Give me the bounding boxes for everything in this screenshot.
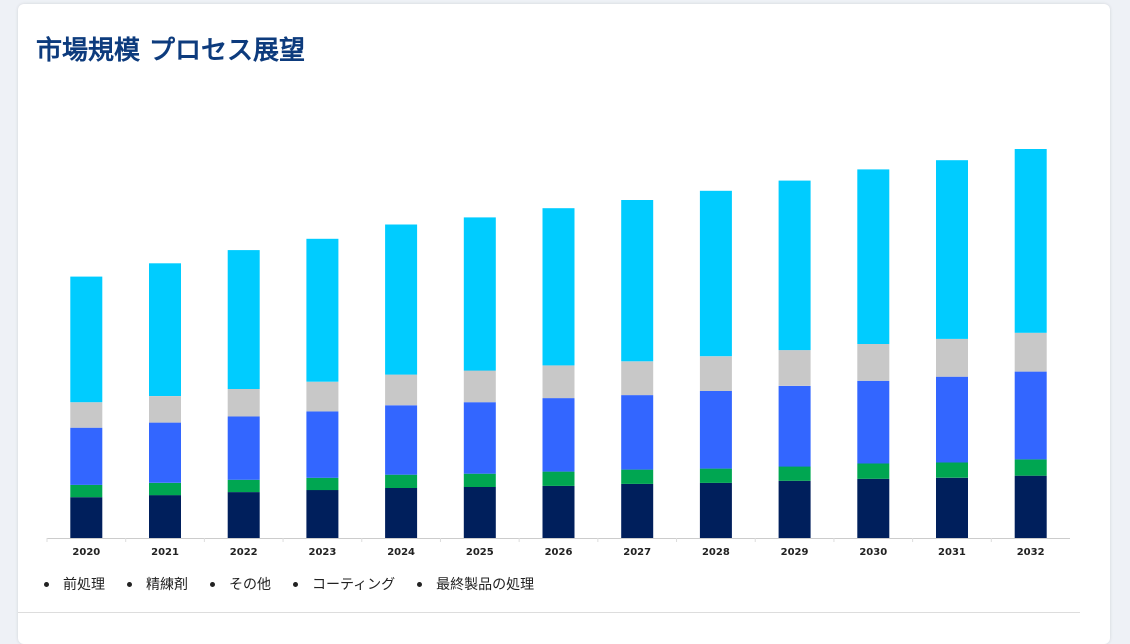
x-tick-label: 2025 — [466, 547, 494, 558]
x-tick-label: 2024 — [387, 547, 415, 558]
x-tick-label: 2023 — [309, 547, 337, 558]
legend-item-scouring-agent: 精練剤 — [127, 574, 188, 594]
bar-segment-2021-0 — [149, 495, 181, 538]
bar-segment-2026-3 — [542, 365, 575, 399]
bar-segment-2026-0 — [542, 485, 575, 538]
legend-label: その他 — [229, 577, 271, 593]
bar-segment-2022-1 — [227, 479, 260, 493]
bar-segment-2027-0 — [621, 483, 654, 538]
bullet-icon — [210, 581, 215, 587]
bar-segment-2030-1 — [857, 463, 890, 479]
bottom-divider — [18, 612, 1080, 613]
bar-segment-2029-3 — [778, 350, 811, 386]
legend-label: 前処理 — [63, 577, 105, 593]
bar-segment-2028-0 — [699, 482, 732, 538]
bar-segment-2029-0 — [778, 480, 811, 538]
bar-segment-2021-2 — [149, 422, 181, 483]
legend-item-pretreatment: 前処理 — [44, 574, 105, 594]
legend-item-coating: コーティング — [293, 574, 395, 594]
bar-segment-2023-4 — [306, 238, 339, 382]
legend-label: コーティング — [312, 577, 396, 593]
bar-segment-2028-2 — [699, 391, 732, 469]
bar-segment-2024-0 — [385, 488, 418, 538]
bar-segment-2026-2 — [542, 398, 575, 472]
bar-segment-2032-3 — [1014, 332, 1047, 372]
bar-segment-2027-2 — [621, 395, 654, 470]
x-tick-label: 2030 — [859, 547, 887, 558]
x-tick-label: 2028 — [702, 547, 730, 558]
bar-segment-2027-1 — [621, 469, 654, 484]
bar-segment-2025-2 — [463, 402, 496, 474]
bar-segment-2028-4 — [699, 190, 732, 357]
bar-segment-2024-2 — [385, 405, 418, 475]
bar-segment-2023-2 — [306, 411, 339, 478]
bar-segment-2023-0 — [306, 490, 339, 538]
x-tick-label: 2020 — [72, 547, 100, 558]
bar-segment-2031-4 — [936, 160, 968, 339]
bar-segment-2029-2 — [778, 385, 811, 467]
legend-item-finishing: 最終製品の処理 — [417, 574, 534, 594]
legend-item-other: その他 — [210, 574, 271, 594]
bullet-icon — [293, 581, 298, 587]
bar-segment-2020-0 — [70, 497, 103, 538]
bar-segment-2020-4 — [70, 276, 103, 403]
x-tick-label: 2032 — [1017, 547, 1045, 558]
x-tick-label: 2022 — [230, 547, 258, 558]
bar-segment-2021-4 — [149, 263, 181, 396]
x-tick-label: 2021 — [151, 547, 179, 558]
bar-segment-2032-2 — [1014, 371, 1047, 460]
bar-segment-2028-1 — [699, 468, 732, 483]
bar-segment-2022-4 — [227, 250, 260, 389]
bar-segment-2027-4 — [621, 200, 654, 362]
bar-segment-2021-1 — [149, 482, 181, 496]
x-tick-label: 2029 — [781, 547, 809, 558]
bar-segment-2025-1 — [463, 473, 496, 487]
bar-segment-2027-3 — [621, 361, 654, 396]
bar-segment-2026-1 — [542, 471, 575, 486]
bar-segment-2032-4 — [1014, 149, 1047, 333]
bar-segment-2024-4 — [385, 224, 418, 375]
bar-segment-2024-3 — [385, 374, 418, 406]
chart-legend: 前処理 精練剤 その他 コーティング 最終製品の処理 — [44, 574, 556, 594]
bar-segment-2031-1 — [936, 462, 968, 478]
bar-segment-2025-0 — [463, 486, 496, 538]
bar-segment-2020-3 — [70, 402, 103, 428]
bar-segment-2020-1 — [70, 484, 103, 498]
bar-segment-2024-1 — [385, 474, 418, 488]
bar-segment-2025-3 — [463, 370, 496, 403]
bar-segment-2025-4 — [463, 217, 496, 371]
bar-segment-2031-3 — [936, 338, 968, 377]
bullet-icon — [44, 581, 49, 587]
bar-segment-2032-0 — [1014, 475, 1047, 538]
bar-segment-2030-3 — [857, 344, 890, 381]
bar-segment-2029-1 — [778, 466, 811, 481]
bar-segment-2031-2 — [936, 376, 968, 463]
page-title: 市場規模 プロセス展望 — [36, 36, 306, 66]
bar-segment-2022-3 — [227, 388, 260, 417]
bar-segment-2031-0 — [936, 477, 968, 538]
legend-label: 最終製品の処理 — [436, 577, 535, 593]
bullet-icon — [127, 581, 132, 587]
bar-segment-2030-2 — [857, 380, 890, 464]
x-tick-label: 2031 — [938, 547, 966, 558]
bar-segment-2022-2 — [227, 416, 260, 480]
bar-segment-2029-4 — [778, 180, 811, 351]
stacked-bar-chart: 2020 2021 2022 2023 2024 2025 2026 2027 2028 2029… — [46, 149, 1070, 558]
bar-segment-2020-2 — [70, 427, 103, 485]
x-tick-label: 2027 — [623, 547, 651, 558]
bar-segment-2021-3 — [149, 396, 181, 423]
bar-segment-2026-4 — [542, 208, 575, 366]
bar-segment-2028-3 — [699, 356, 732, 391]
bullet-icon — [417, 581, 423, 587]
bar-segment-2023-3 — [306, 381, 339, 412]
x-tick-label: 2026 — [545, 547, 573, 558]
bar-segment-2030-4 — [857, 169, 890, 344]
legend-label: 精練剤 — [146, 577, 188, 593]
bar-segment-2030-0 — [857, 478, 890, 538]
bar-segment-2022-0 — [227, 492, 260, 538]
bar-segment-2023-1 — [306, 477, 339, 491]
bar-segment-2032-1 — [1014, 459, 1047, 476]
